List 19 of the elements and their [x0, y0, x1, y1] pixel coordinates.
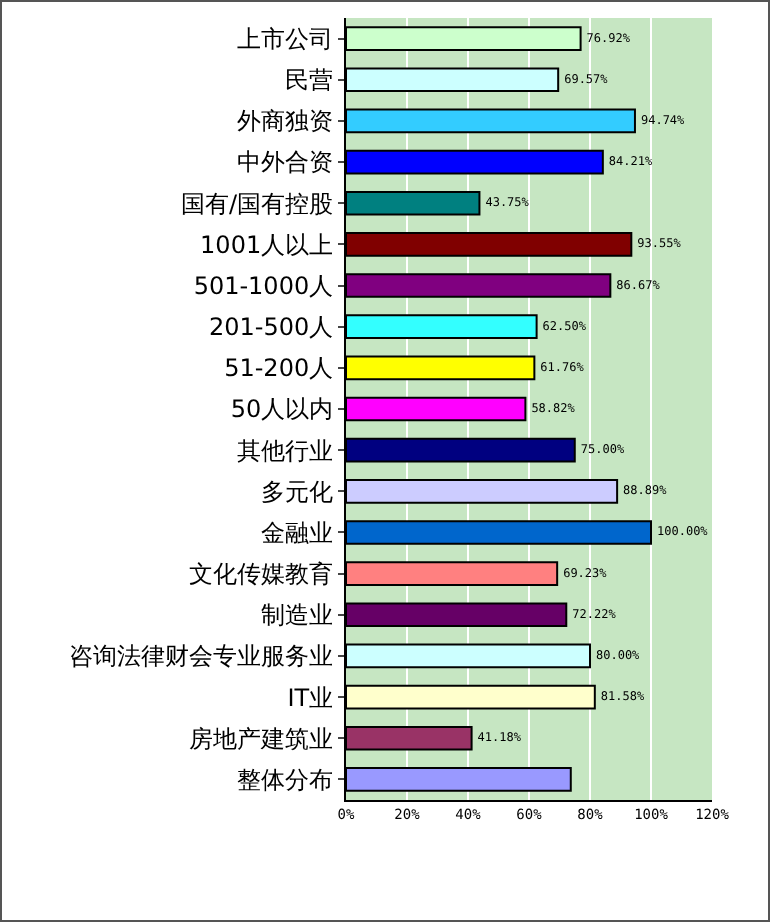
y-tick-label: 501-1000人	[193, 271, 334, 300]
y-tick-label: 中外合资	[237, 148, 334, 177]
y-tick-label: 金融业	[261, 518, 334, 547]
y-tick-label: 201-500人	[208, 313, 334, 342]
y-tick-label: 上市公司	[237, 24, 334, 53]
y-tick-label: 外商独资	[237, 107, 334, 136]
y-tick-label: 国有/国有控股	[181, 189, 334, 218]
y-tick-label: 制造业	[261, 601, 334, 630]
y-tick-label: 其他行业	[237, 436, 334, 465]
y-tick-label: 文化传媒教育	[189, 560, 334, 589]
y-tick-label: 房地产建筑业	[189, 724, 334, 753]
y-tick-label: 50人以内	[230, 395, 334, 424]
y-tick-label: IT业	[287, 683, 334, 712]
y-tick-label: 1001人以上	[200, 230, 334, 259]
y-tick-label: 民营	[285, 66, 334, 95]
y-tick-label: 51-200人	[224, 354, 334, 383]
y-tick-label: 多元化	[261, 477, 334, 506]
y-tick-label: 咨询法律财会专业服务业	[69, 642, 334, 671]
y-tick-label: 整体分布	[237, 765, 334, 794]
